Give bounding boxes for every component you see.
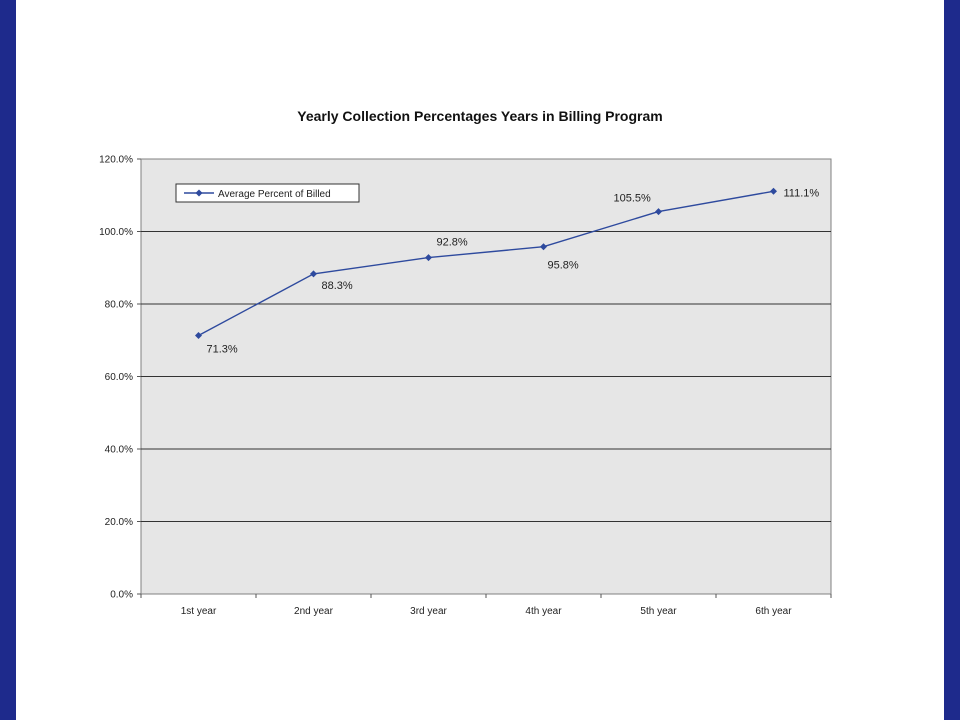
series-line: [198, 190, 774, 337]
right-frame-bar: [944, 0, 960, 720]
left-frame-bar: [0, 0, 16, 720]
legend-label: Average Percent of Billed: [218, 189, 331, 200]
data-label: 95.8%: [548, 260, 579, 272]
data-point: [425, 254, 432, 262]
y-tick-label: 0.0%: [110, 590, 133, 601]
y-tick-label: 120.0%: [99, 155, 133, 166]
y-tick-label: 100.0%: [99, 227, 133, 238]
series-layer: 71.3% 88.3% 92.8% 95.8% 105.5% 111.1%: [195, 187, 820, 356]
data-label: 105.5%: [614, 193, 652, 205]
y-tick-label: 80.0%: [105, 300, 133, 311]
legend-marker: [195, 189, 203, 197]
x-tick-label: 6th year: [755, 606, 792, 617]
data-point: [310, 270, 317, 278]
data-point: [195, 332, 202, 340]
y-tick-label: 60.0%: [105, 372, 133, 383]
x-tick-label: 5th year: [640, 606, 677, 617]
x-tick-label: 1st year: [181, 606, 217, 617]
y-axis-ticks: 0.0% 20.0% 40.0% 60.0% 80.0% 100.0% 120.0%: [99, 155, 141, 601]
legend: Average Percent of Billed: [175, 183, 360, 203]
data-point: [770, 187, 777, 195]
x-tick-label: 4th year: [525, 606, 562, 617]
x-tick-label: 2nd year: [294, 606, 334, 617]
data-label: 71.3%: [207, 344, 238, 356]
data-label: 111.1%: [784, 187, 820, 199]
y-tick-label: 20.0%: [105, 517, 133, 528]
data-label: 88.3%: [322, 280, 353, 292]
data-point: [540, 243, 547, 251]
x-axis-ticks: 1st year 2nd year 3rd year 4th year 5th year…: [140, 594, 832, 617]
chart-title: Yearly Collection Percentages Years in B…: [297, 108, 662, 124]
data-label: 92.8%: [437, 237, 468, 249]
legend-box: [175, 183, 360, 203]
y-tick-label: 40.0%: [105, 445, 133, 456]
data-point: [655, 208, 662, 216]
x-tick-label: 3rd year: [410, 606, 447, 617]
